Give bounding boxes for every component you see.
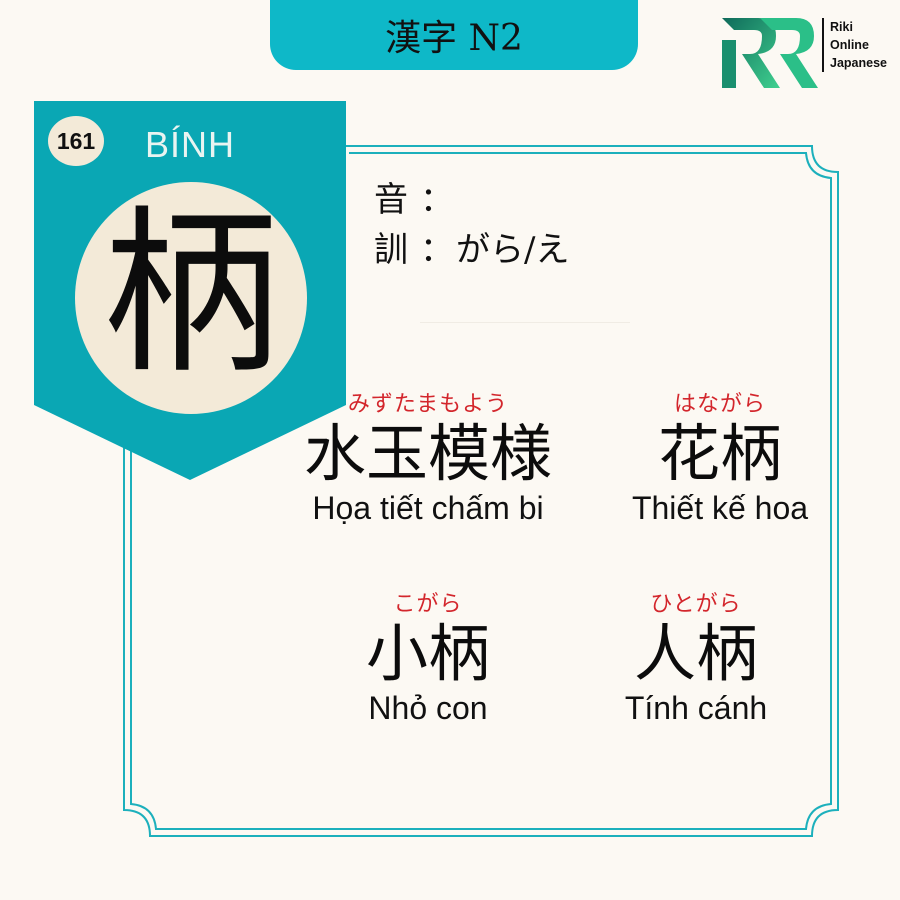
vocab-word: 人柄 (633, 617, 758, 690)
vocab-word: 花柄 (657, 417, 782, 490)
header-title: 漢字 N2 (385, 18, 523, 59)
vocab-furigana: ひとがら (650, 592, 742, 617)
kanji-number-badge: 161 (48, 116, 104, 166)
kun-label: 訓 (374, 230, 408, 270)
vocab-meaning: Thiết kế hoa (631, 490, 809, 526)
on-separator: ： (420, 180, 454, 220)
vocab-meaning: Tính cánh (624, 690, 768, 726)
on-reading-row: 音： (374, 172, 456, 221)
kanji-vietnamese-reading: BÍNH (145, 124, 236, 165)
kun-reading-row: 訓 ：がら/え (374, 222, 569, 271)
vocab-item: こがら 小柄 Nhỏ con (338, 592, 518, 726)
logo-line-1: Riki (830, 20, 853, 34)
vocab-furigana: みずたまもよう (347, 392, 509, 417)
vocab-meaning: Họa tiết chấm bi (312, 490, 544, 526)
vocab-word: 水玉模様 (303, 417, 552, 490)
vocab-item: はながら 花柄 Thiết kế hoa (608, 392, 832, 526)
logo-text: Riki Online Japanese (822, 18, 887, 72)
divider (420, 322, 630, 323)
kanji-circle: 柄 (75, 182, 307, 414)
vocab-item: ひとがら 人柄 Tính cánh (598, 592, 794, 726)
kanji-number: 161 (56, 127, 96, 154)
header-tab: 漢字 N2 (270, 0, 638, 70)
vocab-furigana: はながら (673, 392, 766, 417)
logo-line-2: Online (830, 38, 869, 52)
on-label: 音 (374, 180, 408, 220)
logo-line-3: Japanese (830, 56, 887, 70)
vocab-meaning: Nhỏ con (368, 690, 488, 726)
vocab-item: みずたまもよう 水玉模様 Họa tiết chấm bi (288, 392, 568, 526)
vocab-word: 小柄 (365, 617, 490, 690)
rr-logo-icon (722, 18, 818, 88)
kun-separator: ： (420, 230, 454, 270)
main-kanji: 柄 (102, 190, 280, 397)
kun-value: がら/え (456, 230, 570, 270)
riki-logo: Riki Online Japanese (718, 12, 900, 92)
vocab-furigana: こがら (393, 592, 463, 617)
